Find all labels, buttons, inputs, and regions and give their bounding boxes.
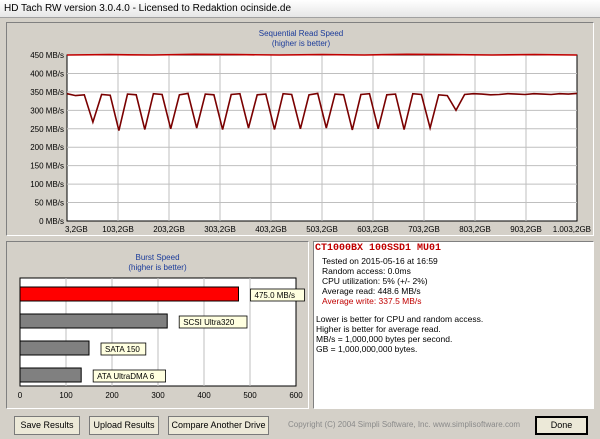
upload-results-button[interactable]: Upload Results [89, 416, 159, 435]
burst-bar-label: 475.0 MB/s [255, 291, 295, 300]
burst-x-tick-label: 400 [197, 391, 211, 400]
seq-y-tick-label: 250 MB/s [30, 125, 64, 134]
seq-y-tick-label: 350 MB/s [30, 88, 64, 97]
done-button[interactable]: Done [535, 416, 588, 435]
window-title: HD Tach RW version 3.0.4.0 - Licensed to… [4, 3, 292, 14]
sequential-read-panel: Sequential Read Speed (higher is better)… [6, 22, 594, 236]
seq-x-tick-label: 203,2GB [153, 225, 185, 234]
seq-x-tick-label: 803,2GB [459, 225, 491, 234]
burst-speed-chart: 0 100 200 300 400 500 600 475.0 MB/s SCSI Ultra3… [18, 277, 305, 400]
burst-bar [19, 313, 168, 329]
copyright-text: Copyright (C) 2004 Simpli Software, Inc.… [288, 420, 521, 429]
burst-bar-label-box [100, 342, 147, 356]
burst-bar [19, 340, 90, 356]
seq-x-tick-label: 703,2GB [408, 225, 440, 234]
burst-bar-label-box [250, 288, 305, 302]
burst-bar-label-box [178, 315, 248, 329]
burst-x-tick-label: 500 [243, 391, 257, 400]
burst-bar-label: ATA UltraDMA 6 [97, 372, 155, 381]
seq-chart-title-text: Sequential Read Speed [258, 29, 344, 38]
results-info-panel: CT1000BX 100SSD1 MU01 Tested on 2015-05-… [313, 241, 594, 409]
average-read: Average read: 448.6 MB/s [322, 286, 421, 296]
burst-x-tick-label: 200 [105, 391, 119, 400]
sequential-read-chart: 450 MB/s 400 MB/s 350 MB/s 300 MB/s 250 MB/s… [30, 51, 591, 234]
average-write: Average write: 337.5 MB/s [322, 296, 422, 306]
seq-x-tick-label: 603,2GB [357, 225, 389, 234]
seq-y-tick-label: 100 MB/s [30, 180, 64, 189]
seq-y-tick-label: 200 MB/s [30, 143, 64, 152]
random-access: Random access: 0.0ms [322, 266, 411, 276]
note-cpu: Lower is better for CPU and random acces… [316, 314, 484, 324]
compare-another-drive-button[interactable]: Compare Another Drive [168, 416, 269, 435]
burst-x-tick-label: 300 [151, 391, 165, 400]
note-average-read: Higher is better for average read. [316, 324, 441, 334]
read-speed-line [66, 53, 578, 56]
note-gb-definition: GB = 1,000,000,000 bytes. [316, 344, 418, 354]
seq-x-tick-label: 403,2GB [255, 225, 287, 234]
seq-x-tick-label: 1.003,2GB [553, 225, 591, 234]
burst-chart-title: Burst Speed (higher is better) [7, 253, 308, 273]
burst-chart-title-text: Burst Speed [135, 253, 180, 262]
seq-y-tick-label: 0 MB/s [39, 217, 64, 226]
burst-bar [19, 286, 239, 302]
seq-y-tick-label: 400 MB/s [30, 69, 64, 78]
burst-chart-subtitle: (higher is better) [128, 263, 187, 272]
burst-bar-label-box [92, 369, 166, 383]
burst-bar-label: SCSI Ultra320 [183, 318, 235, 327]
burst-x-tick-label: 100 [59, 391, 73, 400]
seq-y-tick-label: 50 MB/s [35, 199, 64, 208]
seq-x-tick-label: 903,2GB [510, 225, 542, 234]
burst-speed-panel: Burst Speed (higher is better) 0 100 200 30… [6, 241, 309, 409]
note-mbs-definition: MB/s = 1,000,000 bytes per second. [316, 334, 453, 344]
drive-name: CT1000BX 100SSD1 MU01 [315, 243, 442, 254]
seq-x-tick-label: 303,2GB [204, 225, 236, 234]
seq-x-tick-label: 503,2GB [306, 225, 338, 234]
burst-x-tick-label: 600 [289, 391, 303, 400]
cpu-utilization: CPU utilization: 5% (+/- 2%) [322, 276, 428, 286]
burst-x-tick-label: 0 [18, 391, 23, 400]
seq-y-tick-label: 450 MB/s [30, 51, 64, 60]
test-date: Tested on 2015-05-16 at 16:59 [322, 256, 438, 266]
burst-bar-label: SATA 150 [105, 345, 140, 354]
seq-chart-subtitle: (higher is better) [271, 39, 331, 48]
write-speed-line [66, 92, 578, 132]
burst-bar [19, 367, 82, 383]
seq-x-tick-label: 103,2GB [102, 225, 134, 234]
seq-x-tick-label: 3,2GB [65, 225, 88, 234]
seq-chart-title: Sequential Read Speed (higher is better) [7, 29, 595, 49]
seq-y-tick-label: 300 MB/s [30, 106, 64, 115]
seq-y-tick-label: 150 MB/s [30, 162, 64, 171]
save-results-button[interactable]: Save Results [14, 416, 80, 435]
title-bar: HD Tach RW version 3.0.4.0 - Licensed to… [0, 0, 600, 18]
